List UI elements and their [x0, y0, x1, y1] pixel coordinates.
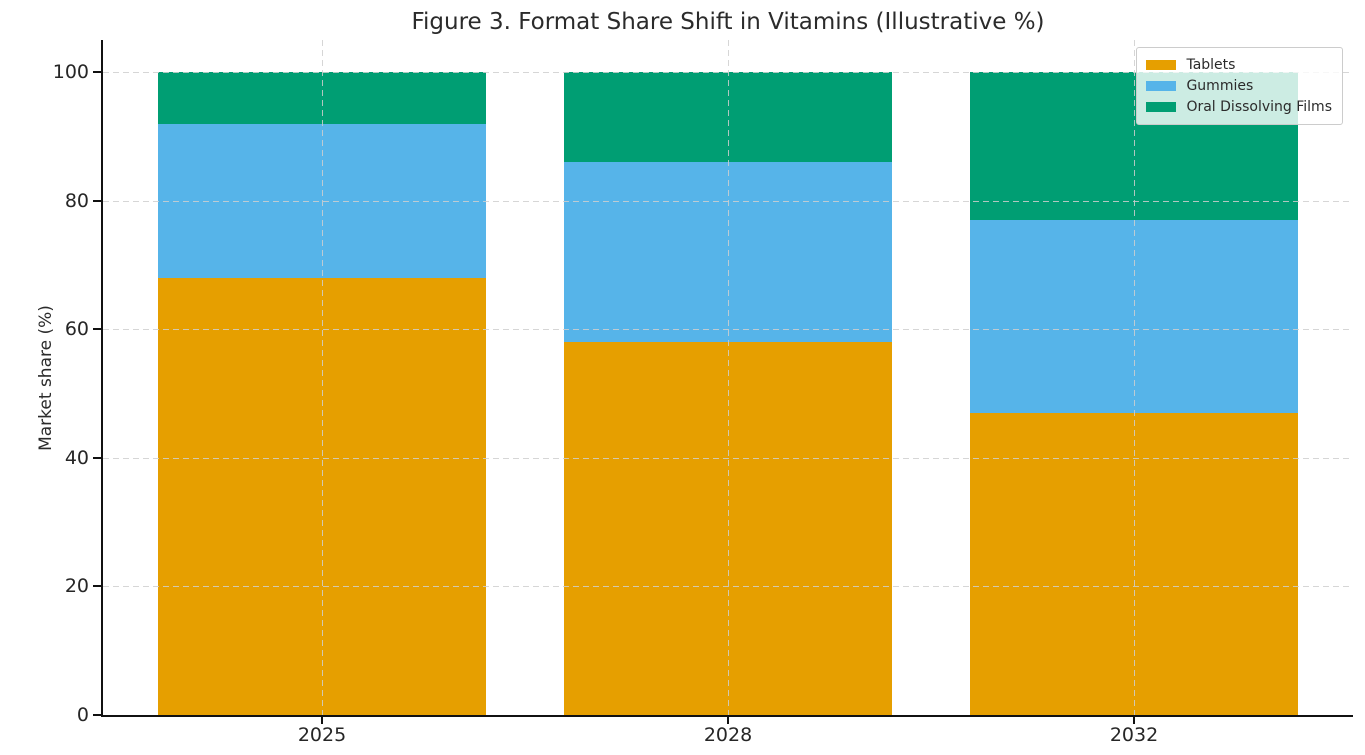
y-tick-mark	[93, 714, 101, 716]
x-axis-spine	[101, 715, 1353, 717]
vertical-gridline	[1134, 40, 1135, 715]
y-tick-mark	[93, 585, 101, 588]
vertical-gridline	[728, 40, 729, 715]
y-tick-label-40: 40	[64, 446, 89, 469]
horizontal-gridline	[103, 586, 1353, 588]
y-tick-label-100: 100	[52, 61, 89, 84]
legend-swatch-icon	[1146, 59, 1177, 70]
plot-area: Tablets Gummies Oral Dissolving Films	[101, 40, 1353, 717]
y-tick-label-0: 0	[76, 704, 89, 726]
legend-swatch-icon	[1146, 101, 1177, 112]
y-tick-mark	[93, 71, 101, 74]
y-tick-mark	[93, 328, 101, 331]
x-tick-label-2032: 2032	[1109, 724, 1159, 746]
horizontal-gridline	[103, 72, 1353, 74]
legend-item-gummies: Gummies	[1146, 75, 1332, 96]
horizontal-gridline	[103, 329, 1353, 331]
chart-title: Figure 3. Format Share Shift in Vitamins…	[411, 9, 1045, 35]
legend-item-oral-dissolving-films: Oral Dissolving Films	[1146, 96, 1332, 117]
y-tick-label-20: 20	[64, 575, 89, 598]
horizontal-gridline	[103, 457, 1353, 459]
x-tick-label-2028: 2028	[703, 724, 753, 746]
legend-label: Oral Dissolving Films	[1186, 98, 1332, 115]
horizontal-gridline	[103, 200, 1353, 202]
x-tick-mark	[321, 717, 323, 724]
y-tick-label-60: 60	[64, 318, 89, 341]
y-tick-mark	[93, 199, 101, 202]
y-tick-mark	[93, 456, 101, 459]
legend-swatch-icon	[1146, 80, 1177, 91]
y-tick-label-80: 80	[64, 189, 89, 212]
legend-label: Gummies	[1186, 77, 1254, 94]
legend-item-tablets: Tablets	[1146, 54, 1332, 75]
legend: Tablets Gummies Oral Dissolving Films	[1136, 47, 1343, 125]
legend-label: Tablets	[1186, 56, 1236, 73]
x-tick-label-2025: 2025	[297, 724, 347, 746]
vertical-gridline	[322, 40, 323, 715]
y-axis-spine	[101, 40, 103, 717]
x-tick-mark	[727, 717, 729, 724]
x-tick-mark	[1133, 717, 1135, 724]
